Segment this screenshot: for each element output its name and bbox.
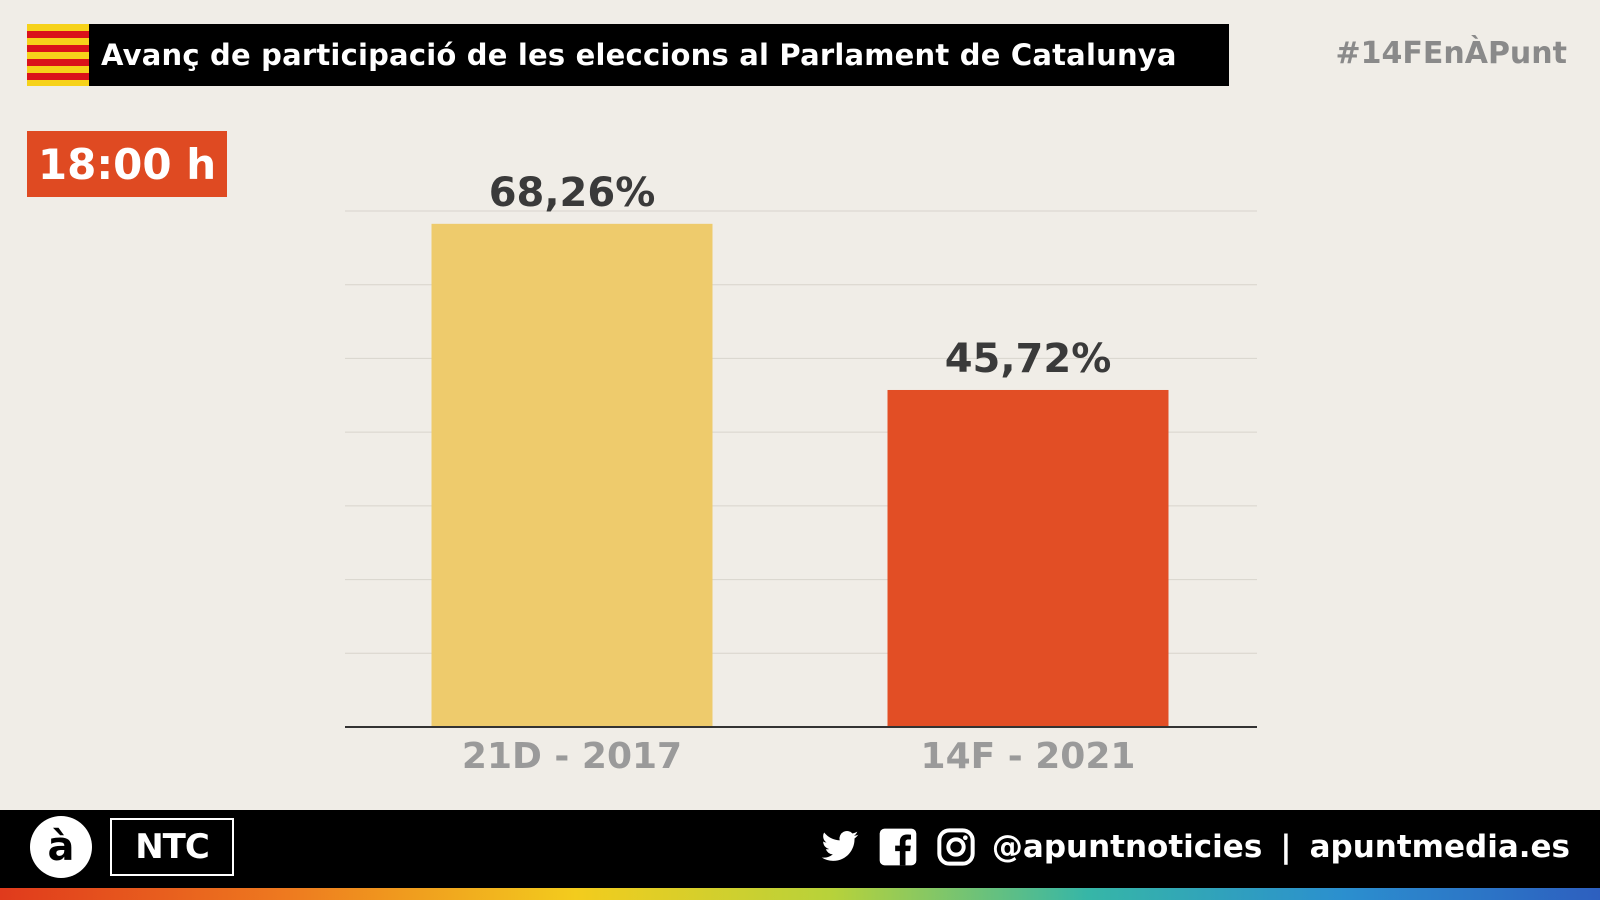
bar-14f-2021 bbox=[887, 389, 1169, 727]
bar-21d-2017 bbox=[431, 223, 713, 727]
website-link[interactable]: apuntmedia.es bbox=[1309, 829, 1570, 865]
social-handle[interactable]: @apuntnoticies bbox=[991, 829, 1263, 865]
facebook-icon[interactable] bbox=[876, 825, 920, 869]
instagram-icon[interactable] bbox=[934, 825, 978, 869]
time-badge: 18:00 h bbox=[27, 131, 227, 197]
bar-chart: 68,26% 21D - 2017 45,72% 14F - 2021 bbox=[345, 170, 1257, 777]
rainbow-strip bbox=[0, 888, 1600, 900]
chart-title: Avanç de participació de les eleccions a… bbox=[89, 24, 1229, 86]
category-label: 21D - 2017 bbox=[462, 736, 682, 777]
catalan-flag-icon bbox=[27, 24, 89, 86]
chart-labels: 68,26% 21D - 2017 45,72% 14F - 2021 bbox=[462, 170, 1136, 777]
footer-bar bbox=[0, 810, 1600, 900]
chart-bars bbox=[431, 223, 1169, 727]
ntc-logo[interactable]: NTC bbox=[110, 818, 234, 876]
footer-separator: | bbox=[1280, 829, 1292, 865]
apunt-logo[interactable]: à bbox=[30, 816, 92, 878]
hashtag: #14FEnÀPunt bbox=[1335, 36, 1568, 71]
value-label: 68,26% bbox=[489, 170, 656, 216]
value-label: 45,72% bbox=[945, 336, 1112, 382]
category-label: 14F - 2021 bbox=[921, 736, 1136, 777]
social-links: @apuntnoticies | apuntmedia.es bbox=[818, 816, 1570, 878]
twitter-icon[interactable] bbox=[818, 825, 862, 869]
